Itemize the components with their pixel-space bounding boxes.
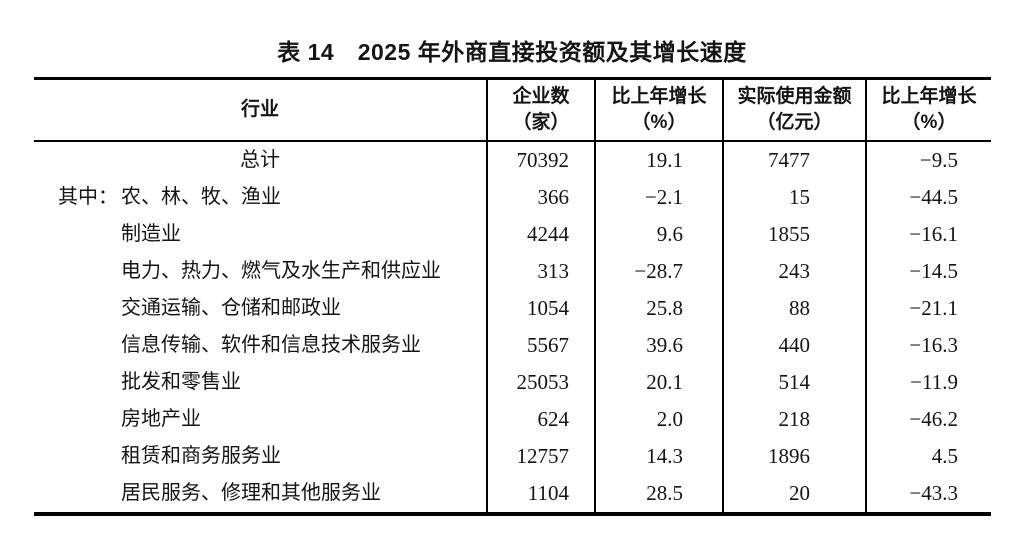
enterprises-count-cell: 1104: [486, 475, 595, 514]
enterprises-count-cell: 313: [486, 253, 595, 290]
table-row: 批发和零售业 25053 20.1 514 −11.9: [34, 364, 991, 401]
col-header-used-amount: 实际使用金额 （亿元）: [722, 78, 866, 142]
amount-growth-cell: 4.5: [865, 438, 991, 475]
table-row: 信息传输、软件和信息技术服务业 5567 39.6 440 −16.3: [34, 327, 991, 364]
col-header-enterprises-growth-line1: 比上年增长: [611, 86, 707, 107]
col-header-industry-label: 行业: [240, 99, 279, 120]
amount-growth-cell: −44.5: [865, 179, 991, 216]
used-amount-cell: 15: [722, 179, 866, 216]
table-row: 电力、热力、燃气及水生产和供应业 313 −28.7 243 −14.5: [34, 253, 991, 290]
enterprises-count-cell: 25053: [486, 364, 595, 401]
col-header-enterprises-line2: （家）: [512, 112, 570, 133]
col-header-used-amount-line2: （亿元）: [756, 112, 833, 133]
col-header-enterprises: 企业数 （家）: [486, 78, 595, 142]
enterprises-growth-cell: −28.7: [594, 253, 723, 290]
industry-label: 批发和零售业: [121, 371, 241, 393]
fdi-table: 行业 企业数 （家） 比上年增长 （%） 实际使用金额 （亿元） 比上年增长 （…: [34, 77, 991, 516]
industry-label: 房地产业: [121, 408, 201, 430]
used-amount-cell: 514: [722, 364, 866, 401]
enterprises-growth-cell: 39.6: [594, 327, 723, 364]
table-row: 总计 70392 19.1 7477 −9.5: [34, 141, 991, 179]
col-header-amount-growth-line2: （%）: [901, 112, 957, 133]
col-header-amount-growth: 比上年增长 （%）: [865, 78, 991, 142]
enterprises-growth-cell: −2.1: [594, 179, 723, 216]
industry-label: 信息传输、软件和信息技术服务业: [121, 334, 421, 356]
enterprises-count-cell: 1054: [486, 290, 595, 327]
industry-label: 农、林、牧、渔业: [121, 186, 281, 208]
table-row: 交通运输、仓储和邮政业 1054 25.8 88 −21.1: [34, 290, 991, 327]
amount-growth-cell: −16.3: [865, 327, 991, 364]
industry-cell: 租赁和商务服务业: [34, 438, 487, 475]
amount-growth-cell: −43.3: [865, 475, 991, 514]
table-row: 居民服务、修理和其他服务业 1104 28.5 20 −43.3: [34, 475, 991, 514]
amount-growth-cell: −21.1: [865, 290, 991, 327]
used-amount-cell: 1855: [722, 216, 866, 253]
industry-cell: 制造业: [34, 216, 487, 253]
row-prefix: 其中：: [58, 186, 118, 208]
used-amount-cell: 440: [722, 327, 866, 364]
table-header: 行业 企业数 （家） 比上年增长 （%） 实际使用金额 （亿元） 比上年增长 （…: [34, 78, 991, 142]
enterprises-growth-cell: 28.5: [594, 475, 723, 514]
enterprises-growth-cell: 14.3: [594, 438, 723, 475]
industry-label: 居民服务、修理和其他服务业: [121, 482, 381, 504]
table-row: 制造业 4244 9.6 1855 −16.1: [34, 216, 991, 253]
enterprises-count-cell: 70392: [486, 141, 595, 179]
amount-growth-cell: −14.5: [865, 253, 991, 290]
industry-cell: 房地产业: [34, 401, 487, 438]
enterprises-growth-cell: 25.8: [594, 290, 723, 327]
industry-cell: 总计: [34, 141, 487, 179]
col-header-industry: 行业: [34, 78, 487, 142]
industry-cell: 交通运输、仓储和邮政业: [34, 290, 487, 327]
industry-cell: 其中： 农、林、牧、渔业: [34, 179, 487, 216]
industry-label: 制造业: [121, 223, 181, 245]
table-row: 其中： 农、林、牧、渔业 366 −2.1 15 −44.5: [34, 179, 991, 216]
table-row: 房地产业 624 2.0 218 −46.2: [34, 401, 991, 438]
used-amount-cell: 243: [722, 253, 866, 290]
col-header-amount-growth-line1: 比上年增长: [881, 86, 977, 107]
enterprises-count-cell: 12757: [486, 438, 595, 475]
table-title: 表 14 2025 年外商直接投资额及其增长速度: [277, 39, 747, 65]
enterprises-count-cell: 4244: [486, 216, 595, 253]
industry-cell: 电力、热力、燃气及水生产和供应业: [34, 253, 487, 290]
used-amount-cell: 7477: [722, 141, 866, 179]
enterprises-growth-cell: 9.6: [594, 216, 723, 253]
col-header-enterprises-growth-line2: （%）: [631, 112, 687, 133]
industry-label: 电力、热力、燃气及水生产和供应业: [121, 260, 441, 282]
enterprises-growth-cell: 2.0: [594, 401, 723, 438]
used-amount-cell: 88: [722, 290, 866, 327]
enterprises-growth-cell: 20.1: [594, 364, 723, 401]
industry-cell: 居民服务、修理和其他服务业: [34, 475, 487, 514]
industry-label: 总计: [240, 149, 280, 171]
industry-cell: 信息传输、软件和信息技术服务业: [34, 327, 487, 364]
enterprises-count-cell: 366: [486, 179, 595, 216]
used-amount-cell: 218: [722, 401, 866, 438]
amount-growth-cell: −9.5: [865, 141, 991, 179]
used-amount-cell: 20: [722, 475, 866, 514]
amount-growth-cell: −11.9: [865, 364, 991, 401]
enterprises-growth-cell: 19.1: [594, 141, 723, 179]
amount-growth-cell: −46.2: [865, 401, 991, 438]
col-header-enterprises-line1: 企业数: [512, 86, 570, 107]
amount-growth-cell: −16.1: [865, 216, 991, 253]
col-header-used-amount-line1: 实际使用金额: [737, 86, 852, 107]
table-row: 租赁和商务服务业 12757 14.3 1896 4.5: [34, 438, 991, 475]
industry-cell: 批发和零售业: [34, 364, 487, 401]
header-row: 行业 企业数 （家） 比上年增长 （%） 实际使用金额 （亿元） 比上年增长 （…: [34, 78, 991, 142]
industry-label: 交通运输、仓储和邮政业: [121, 297, 341, 319]
industry-label: 租赁和商务服务业: [121, 445, 281, 467]
enterprises-count-cell: 5567: [486, 327, 595, 364]
table-body: 总计 70392 19.1 7477 −9.5 其中： 农、林、牧、渔业 366 …: [34, 141, 991, 514]
used-amount-cell: 1896: [722, 438, 866, 475]
enterprises-count-cell: 624: [486, 401, 595, 438]
col-header-enterprises-growth: 比上年增长 （%）: [594, 78, 723, 142]
